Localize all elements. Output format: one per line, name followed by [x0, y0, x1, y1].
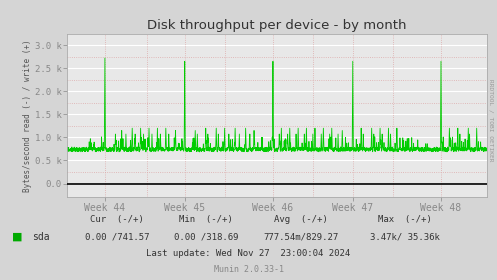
Text: 3.47k/ 35.36k: 3.47k/ 35.36k [370, 232, 440, 241]
Y-axis label: Bytes/second read (-) / write (+): Bytes/second read (-) / write (+) [23, 39, 32, 192]
Text: RRDTOOL / TOBI OETIKER: RRDTOOL / TOBI OETIKER [488, 79, 493, 162]
Text: ■: ■ [12, 232, 23, 242]
Text: 777.54m/829.27: 777.54m/829.27 [263, 232, 338, 241]
Text: Avg  (-/+): Avg (-/+) [274, 215, 328, 224]
Title: Disk throughput per device - by month: Disk throughput per device - by month [147, 19, 407, 32]
Text: 0.00 /741.57: 0.00 /741.57 [84, 232, 149, 241]
Text: Last update: Wed Nov 27  23:00:04 2024: Last update: Wed Nov 27 23:00:04 2024 [147, 249, 350, 258]
Text: 0.00 /318.69: 0.00 /318.69 [174, 232, 239, 241]
Text: sda: sda [32, 232, 50, 242]
Text: Max  (-/+): Max (-/+) [378, 215, 432, 224]
Text: Munin 2.0.33-1: Munin 2.0.33-1 [214, 265, 283, 274]
Text: Cur  (-/+): Cur (-/+) [90, 215, 144, 224]
Text: Min  (-/+): Min (-/+) [179, 215, 233, 224]
